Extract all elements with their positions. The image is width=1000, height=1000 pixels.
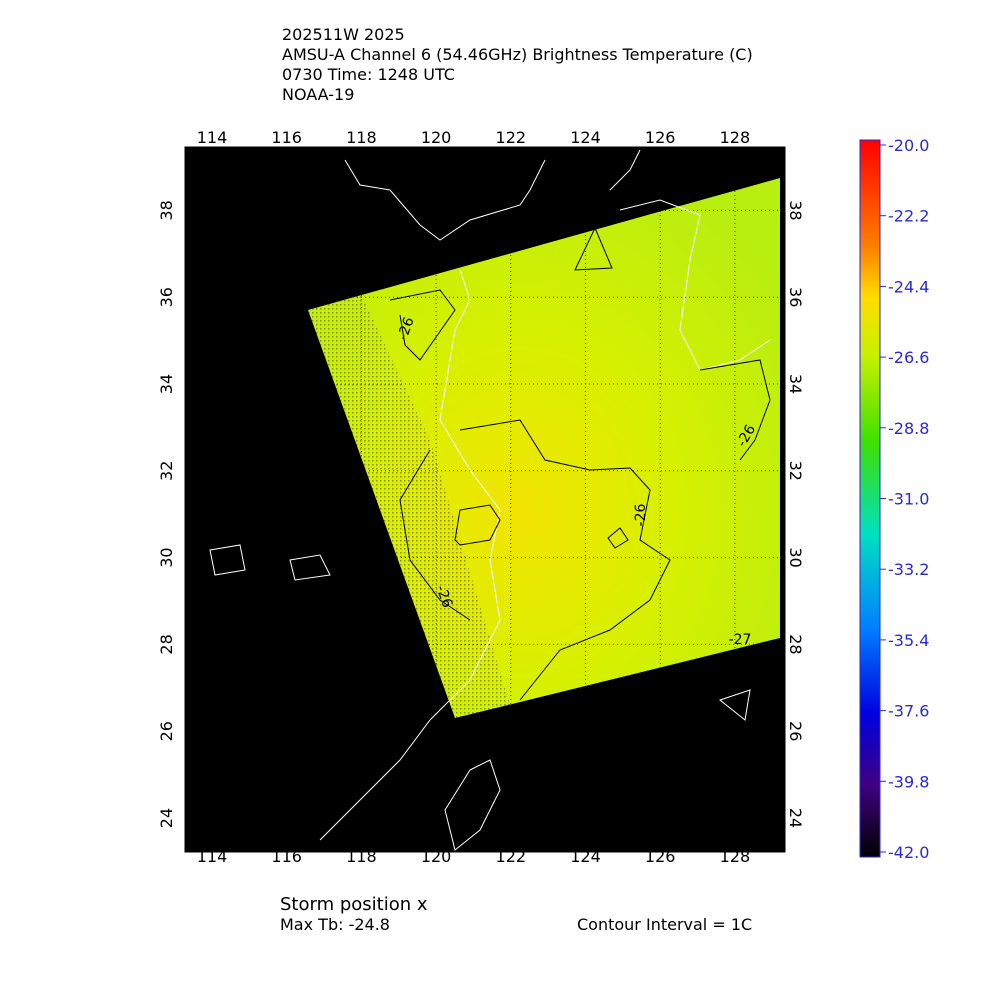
lon-label-bottom: 118 [346,847,377,866]
max-tb: Max Tb: -24.8 [280,915,390,934]
lat-label-right: 38 [786,200,805,220]
lon-label-top: 114 [197,128,228,147]
lat-label-right: 30 [786,547,805,567]
lat-label-left: 36 [157,287,176,307]
header-line: 202511W 2025 [282,25,405,44]
coastlines [209,149,771,851]
swath-edge [308,292,510,718]
header-line: 0730 Time: 1248 UTC [282,65,455,84]
colorbar-label: -35.4 [888,631,929,650]
lon-label-bottom: 122 [496,847,527,866]
lon-label-top: 122 [496,128,527,147]
lon-label-top: 116 [271,128,302,147]
lat-label-right: 32 [786,461,805,481]
colorbar-label: -37.6 [888,702,929,721]
colorbar-label: -42.0 [888,843,929,862]
lat-label-left: 32 [157,461,176,481]
contours [389,226,771,701]
header: 202511W 2025 AMSU-A Channel 6 (54.46GHz)… [282,25,753,104]
colorbar-label: -28.8 [888,419,929,438]
lon-label-bottom: 114 [197,847,228,866]
lon-label-bottom: 116 [271,847,302,866]
lon-label-top: 126 [645,128,676,147]
contour-interval: Contour Interval = 1C [577,915,752,934]
lon-label-bottom: 126 [645,847,676,866]
contour-label: -26 [395,315,418,342]
lat-label-right: 24 [786,808,805,828]
colorbar-label: -22.2 [888,207,929,226]
map-frame [184,146,786,853]
lon-label-top: 124 [570,128,601,147]
lat-label-right: 26 [786,721,805,741]
lon-label-top: 118 [346,128,377,147]
colorbar-label: -26.6 [888,348,929,367]
lat-label-left: 30 [157,547,176,567]
lat-label-right: 36 [786,287,805,307]
storm-position: Storm position x [280,894,428,915]
lon-label-bottom: 124 [570,847,601,866]
contour-label: -26 [633,503,649,526]
lon-label-top: 120 [421,128,452,147]
colorbar-label: -33.2 [888,560,929,579]
header-line: NOAA-19 [282,85,354,104]
lat-label-left: 28 [157,634,176,654]
lat-label-right: 34 [786,374,805,394]
colorbar-label: -31.0 [888,490,929,509]
lat-label-left: 34 [157,374,176,394]
lat-label-left: 38 [157,200,176,220]
axis-ticks: 114 114 116 116 118 118 120 120 122 122 124 124 126 1… [157,128,805,866]
contour-label: -26 [432,583,455,610]
lat-label-left: 26 [157,721,176,741]
colorbar: -20.0 -22.2 -24.4 -26.6 -28.8 -31.0 -33.2 -35.4… [859,136,929,862]
colorbar-label: -39.8 [888,772,929,791]
lat-label-right: 28 [786,634,805,654]
colorbar-scale [859,139,881,858]
lon-label-bottom: 128 [720,847,751,866]
lon-label-bottom: 120 [421,847,452,866]
lat-label-left: 24 [157,808,176,828]
header-line: AMSU-A Channel 6 (54.46GHz) Brightness T… [282,45,753,64]
colorbar-label: -24.4 [888,277,929,296]
lon-label-top: 128 [720,128,751,147]
colorbar-label: -20.0 [888,136,929,155]
contour-label: -27 [729,632,752,648]
